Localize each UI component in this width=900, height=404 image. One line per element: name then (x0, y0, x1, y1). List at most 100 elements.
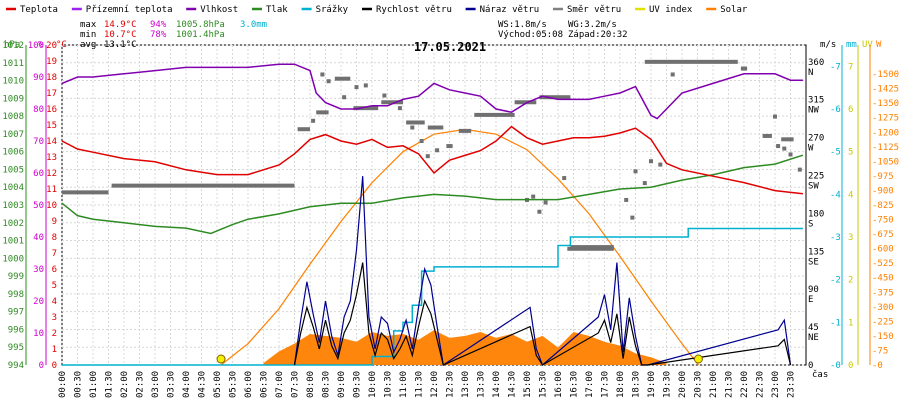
wind-direction-bar (781, 137, 794, 142)
x-tick-label: 04:30 (198, 371, 208, 398)
x-tick-label: 09:30 (353, 371, 363, 398)
x-tick-label: 22:30 (756, 371, 766, 398)
pressure-tick-label: 996 (8, 325, 24, 335)
pressure-tick-label: 1012 (2, 41, 24, 51)
x-tick-label: 13:30 (477, 371, 487, 398)
wind-direction-tick-label: 90 (808, 285, 819, 295)
wind-direction-compass-label: SE (808, 257, 819, 267)
wind-direction-point (326, 79, 331, 84)
x-tick-label: 11:30 (415, 371, 425, 398)
temperature-tick-label: 14 (46, 137, 57, 147)
x-tick-label: 11:00 (399, 371, 409, 398)
humidity-tick-label: 100 (28, 41, 44, 51)
solar-tick-label: -600 (872, 245, 894, 255)
stat-wind-speed: WS:1.8m/s (498, 20, 547, 30)
wind-direction-tick-label: 360 (808, 58, 824, 68)
rain-tick-label: -6 (830, 105, 841, 115)
stat-min-hum: 78% (150, 30, 167, 40)
pressure-unit: hPa (4, 40, 20, 50)
x-tick-label: 06:00 (244, 371, 254, 398)
x-tick-label: 03:00 (151, 371, 161, 398)
temperature-tick-label: 16 (46, 105, 57, 115)
wind-direction-bar (381, 100, 403, 105)
rain-tick-label: -1 (830, 318, 841, 328)
humidity-tick-label: 40 (33, 233, 44, 243)
x-tick-label: 14:00 (492, 371, 502, 398)
pressure-tick-label: 995 (8, 343, 24, 353)
temperature-tick-label: 19 (46, 57, 57, 67)
legend-label-solar: Solar (720, 5, 748, 15)
wind-direction-bar (474, 112, 515, 117)
wind-direction-bar (334, 76, 351, 81)
x-tick-label: 02:00 (120, 371, 130, 398)
wind-direction-compass-label: S (808, 219, 813, 229)
solar-tick-label: -675 (872, 230, 894, 240)
solar-tick-label: -1275 (872, 114, 899, 124)
x-tick-label: 16:00 (554, 371, 564, 398)
temperature-tick-label: 17 (46, 89, 57, 99)
wind-direction-point (342, 95, 347, 100)
solar-tick-label: -450 (872, 274, 894, 284)
solar-tick-label: -1500 (872, 70, 899, 80)
solar-tick-label: -1050 (872, 157, 899, 167)
wind-direction-point (419, 139, 424, 143)
humidity-unit: % (38, 40, 44, 50)
pressure-line (61, 154, 804, 235)
x-tick-label: 17:00 (585, 371, 595, 398)
x-tick-label: 18:30 (632, 371, 642, 398)
solar-tick-label: -1350 (872, 99, 899, 109)
x-tick-label: 20:30 (694, 371, 704, 398)
wind-direction-bar (539, 95, 571, 100)
wind-direction-compass-label: NE (808, 333, 819, 343)
x-tick-label: 00:30 (74, 371, 84, 398)
pressure-tick-label: 1009 (2, 94, 24, 104)
solar-tick-label: -1200 (872, 128, 899, 138)
x-tick-label: 21:00 (709, 371, 719, 398)
wind-direction-point (425, 154, 430, 159)
humidity-line (61, 63, 803, 120)
legend-label-press: Tlak (266, 5, 288, 15)
wind-direction-tick-label: 45 (808, 323, 819, 333)
rain-tick-label: -2 (830, 276, 841, 286)
solar-tick-label: -900 (872, 186, 894, 196)
legend-label-wdir: Směr větru (567, 5, 621, 15)
x-tick-label: 05:00 (213, 371, 223, 398)
humidity-tick-label: 0 (39, 361, 44, 371)
wind-speed-line (293, 262, 792, 366)
x-tick-label: 15:00 (523, 371, 533, 398)
x-tick-label: 19:00 (647, 371, 657, 398)
pressure-tick-label: 1003 (2, 201, 24, 211)
x-tick-label: 03:30 (167, 371, 177, 398)
wind-direction-tick-label: 135 (808, 247, 824, 257)
x-tick-label: 04:00 (182, 371, 192, 398)
stat-min-temp: 10.7°C (104, 30, 137, 40)
pressure-tick-label: 999 (8, 272, 24, 282)
temperature-tick-label: 2 (52, 329, 57, 339)
pressure-tick-label: 1011 (2, 59, 24, 69)
wind-direction-compass-label: N (808, 68, 813, 78)
wind-direction-point (624, 197, 629, 202)
uv-tick-label: 4 (848, 190, 853, 200)
wind-direction-point (311, 118, 316, 123)
wind-direction-point (633, 169, 638, 174)
legend-label-uv: UV index (649, 5, 693, 15)
x-tick-label: 23:30 (787, 371, 797, 398)
wind-direction-compass-label: NW (808, 106, 819, 116)
wind-direction-point (435, 148, 440, 153)
solar-tick-label: -300 (872, 303, 894, 313)
rain-tick-label: -4 (830, 190, 841, 200)
solar-tick-label: -1425 (872, 85, 899, 95)
rain-line (62, 227, 803, 366)
x-tick-label: 22:00 (740, 371, 750, 398)
wind-direction-compass-label: E (808, 295, 813, 305)
wind-direction-bar (353, 106, 379, 111)
wind-direction-bar (62, 190, 109, 195)
wind-direction-bar (446, 144, 453, 149)
x-tick-label: 17:30 (601, 371, 611, 398)
solar-unit: W (876, 40, 882, 50)
wind-direction-point (773, 114, 777, 119)
temperature-tick-label: 5 (52, 281, 57, 291)
x-tick-label: 01:30 (105, 371, 115, 398)
sun-marker (693, 354, 703, 364)
